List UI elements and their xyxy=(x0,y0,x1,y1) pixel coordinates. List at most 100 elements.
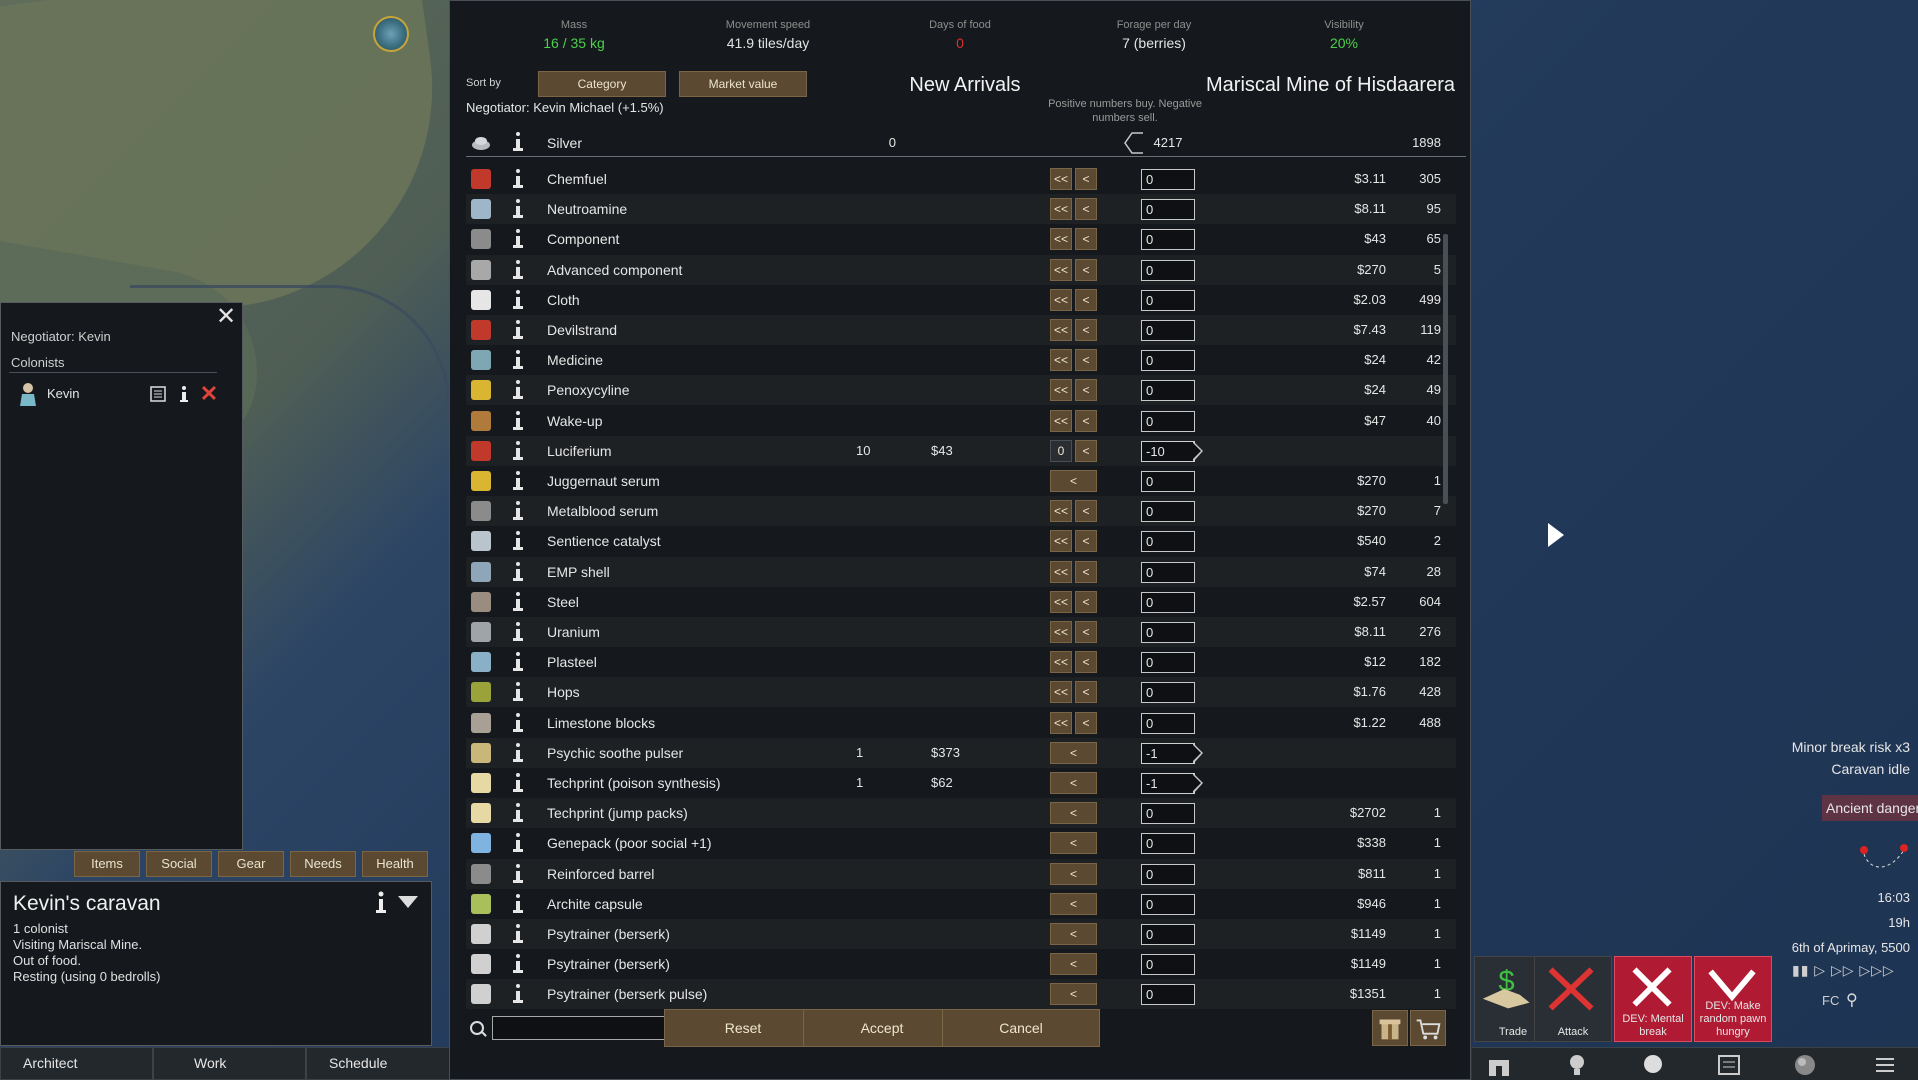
accept-button[interactable]: Accept xyxy=(803,1009,961,1047)
transfer-one-left-button[interactable]: < xyxy=(1050,741,1097,764)
remove-icon[interactable]: ✕ xyxy=(199,381,219,406)
trade-amount-field[interactable]: 0 xyxy=(1141,652,1195,674)
info-icon[interactable] xyxy=(512,378,524,402)
transfer-one-left-button[interactable]: < xyxy=(1075,168,1097,190)
menu-icon[interactable] xyxy=(1872,1052,1898,1078)
trade-amount-field[interactable]: 0 xyxy=(1141,531,1195,553)
info-icon[interactable] xyxy=(512,892,524,916)
trade-amount-field[interactable]: 0 xyxy=(1141,863,1195,885)
trade-amount-field[interactable]: 0 xyxy=(1141,169,1195,190)
info-icon[interactable] xyxy=(512,680,524,704)
building-icon[interactable] xyxy=(1486,1052,1512,1078)
info-icon[interactable] xyxy=(373,890,389,914)
info-icon[interactable] xyxy=(512,167,524,191)
trade-amount-field[interactable]: 0 xyxy=(1141,380,1195,402)
close-icon[interactable]: ✕ xyxy=(215,303,237,330)
trade-amount-field[interactable]: 0 xyxy=(1141,682,1195,704)
info-icon[interactable] xyxy=(512,258,524,282)
trade-amount-field[interactable]: 0 xyxy=(1141,924,1195,945)
transfer-one-left-button[interactable]: < xyxy=(1075,711,1097,734)
trade-amount-field[interactable]: 0 xyxy=(1141,803,1195,825)
transfer-one-left-button[interactable]: < xyxy=(1050,923,1097,945)
transfer-one-left-button[interactable]: < xyxy=(1050,832,1097,855)
transfer-all-left-button[interactable]: << xyxy=(1050,349,1072,372)
trade-amount-field[interactable]: 0 xyxy=(1141,561,1195,583)
tab-social[interactable]: Social xyxy=(146,851,212,877)
transfer-one-left-button[interactable]: < xyxy=(1075,258,1097,281)
search-icon[interactable]: ⚲ xyxy=(1846,992,1858,1009)
transfer-one-left-button[interactable]: < xyxy=(1050,862,1097,885)
info-icon[interactable] xyxy=(512,711,524,735)
tab-work[interactable]: Work xyxy=(153,1047,306,1080)
transfer-all-left-button[interactable]: << xyxy=(1050,198,1072,221)
trade-amount-field[interactable]: 0 xyxy=(1141,591,1195,613)
transfer-one-left-button[interactable]: < xyxy=(1075,560,1097,583)
info-icon[interactable] xyxy=(512,771,524,795)
alert-minor-break[interactable]: Minor break risk x3 xyxy=(1791,739,1910,755)
transfer-one-left-button[interactable]: < xyxy=(1075,500,1097,523)
info-icon[interactable] xyxy=(512,469,524,493)
transfer-one-left-button[interactable]: < xyxy=(1075,198,1097,221)
transfer-one-left-button[interactable]: < xyxy=(1075,288,1097,311)
transfer-one-left-button[interactable]: < xyxy=(1050,470,1097,492)
trade-amount-field[interactable]: 0 xyxy=(1141,410,1195,432)
trade-amount-field[interactable]: 0 xyxy=(1141,893,1195,915)
info-icon[interactable] xyxy=(512,831,524,855)
trade-amount-field[interactable]: 0 xyxy=(1141,320,1195,341)
trade-amount-field[interactable]: 0 xyxy=(1141,501,1195,523)
transfer-one-left-button[interactable]: < xyxy=(1050,802,1097,825)
transfer-one-left-button[interactable]: < xyxy=(1075,319,1097,341)
trade-amount-field[interactable]: 0 xyxy=(1141,259,1195,281)
transfer-all-left-button[interactable]: << xyxy=(1050,228,1072,251)
tab-needs[interactable]: Needs xyxy=(290,851,356,877)
transfer-one-left-button[interactable]: < xyxy=(1050,892,1097,915)
pawn-head-icon[interactable] xyxy=(1640,1052,1666,1078)
lightbulb-icon[interactable] xyxy=(1564,1052,1590,1078)
transfer-all-left-button[interactable]: << xyxy=(1050,379,1072,402)
info-icon[interactable] xyxy=(512,318,524,342)
trade-amount-field[interactable]: 0 xyxy=(1141,350,1195,372)
reset-zero-button[interactable]: 0 xyxy=(1050,439,1072,462)
transfer-one-left-button[interactable]: < xyxy=(1075,379,1097,402)
transfer-one-left-button[interactable]: < xyxy=(1075,409,1097,432)
info-icon[interactable] xyxy=(512,529,524,553)
info-icon[interactable] xyxy=(512,197,524,221)
trade-amount-field[interactable]: -1 xyxy=(1141,742,1195,764)
attack-gizmo[interactable]: Attack xyxy=(1534,956,1612,1042)
dev-make-hungry-gizmo[interactable]: DEV: Make random pawn hungry xyxy=(1694,956,1772,1042)
info-icon[interactable] xyxy=(512,620,524,644)
alert-caravan-idle[interactable]: Caravan idle xyxy=(1831,761,1910,777)
transfer-all-left-button[interactable]: << xyxy=(1050,711,1072,734)
dev-mental-break-gizmo[interactable]: DEV: Mental break xyxy=(1614,956,1692,1042)
info-icon[interactable] xyxy=(512,801,524,825)
tab-health[interactable]: Health xyxy=(362,851,428,877)
trade-amount-field[interactable]: 0 xyxy=(1141,229,1195,251)
transfer-all-left-button[interactable]: << xyxy=(1050,651,1072,674)
pawn-row[interactable]: Kevin ✕ xyxy=(15,379,225,409)
transfer-all-left-button[interactable]: << xyxy=(1050,530,1072,553)
tab-schedule[interactable]: Schedule xyxy=(306,1047,450,1080)
transfer-one-left-button[interactable]: < xyxy=(1050,772,1097,794)
world-icon[interactable] xyxy=(1792,1052,1818,1078)
transfer-one-left-button[interactable]: < xyxy=(1075,651,1097,674)
trade-amount-field[interactable]: 0 xyxy=(1141,471,1195,492)
transfer-one-left-button[interactable]: < xyxy=(1050,953,1097,976)
transfer-all-left-button[interactable]: << xyxy=(1050,168,1072,190)
tab-items[interactable]: Items xyxy=(74,851,140,877)
info-icon[interactable] xyxy=(512,439,524,463)
rename-icon[interactable] xyxy=(397,894,419,910)
info-icon[interactable] xyxy=(512,227,524,251)
tab-gear[interactable]: Gear xyxy=(218,851,284,877)
info-icon[interactable] xyxy=(512,499,524,523)
info-icon[interactable] xyxy=(512,650,524,674)
transfer-all-left-button[interactable]: << xyxy=(1050,590,1072,613)
trade-amount-field[interactable]: 0 xyxy=(1141,712,1195,734)
info-icon[interactable] xyxy=(512,922,524,946)
info-icon[interactable] xyxy=(175,385,193,403)
transfer-all-left-button[interactable]: << xyxy=(1050,560,1072,583)
speed-controls[interactable]: ▮▮ ▷ ▷▷ ▷▷▷ xyxy=(1792,962,1895,978)
list-icon[interactable] xyxy=(149,385,167,403)
transfer-one-left-button[interactable]: < xyxy=(1075,530,1097,553)
alert-ancient-danger[interactable]: Ancient danger xyxy=(1822,795,1918,821)
info-icon[interactable] xyxy=(512,862,524,886)
